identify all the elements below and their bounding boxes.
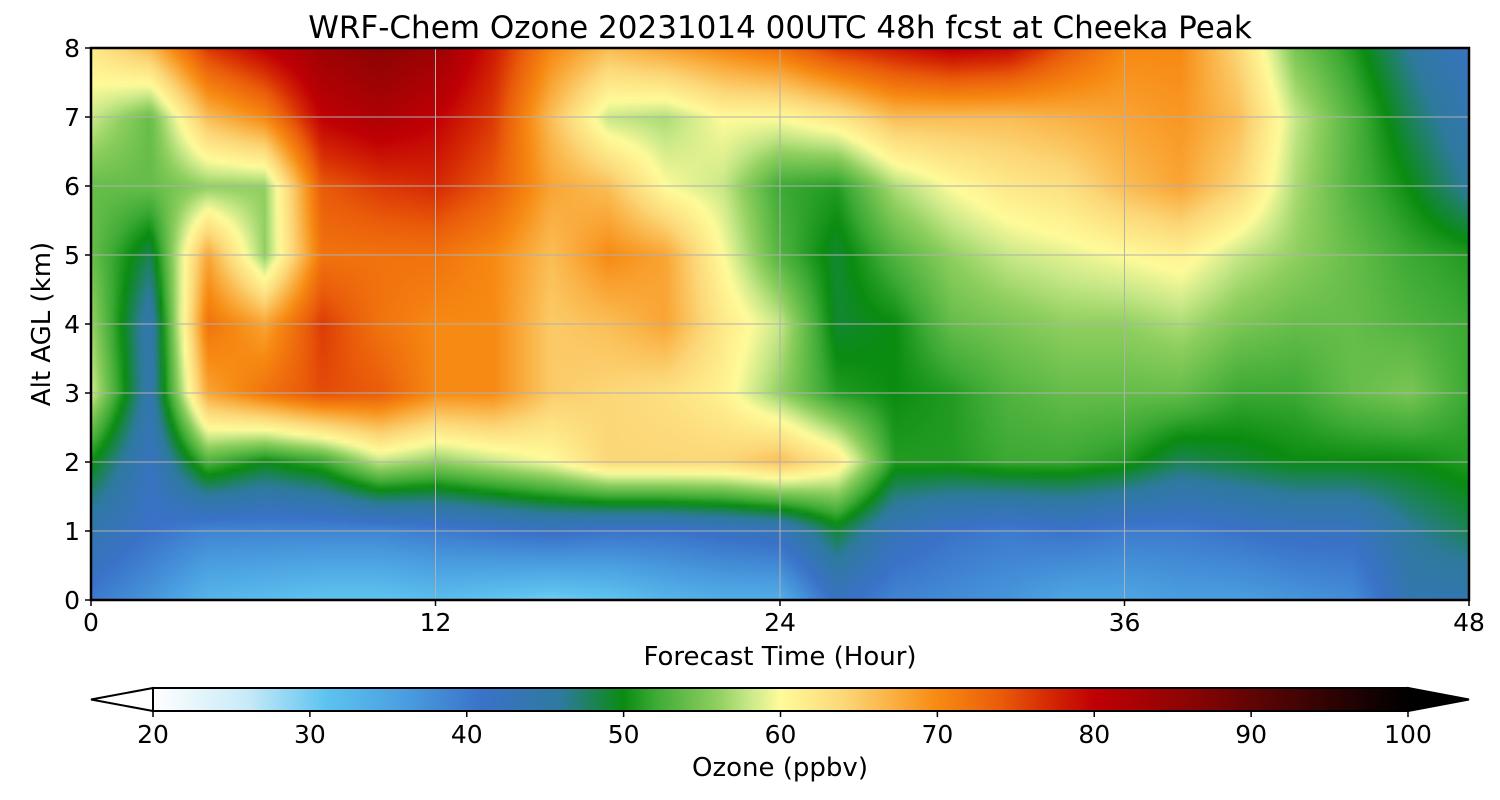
colorbar-tick-label: 30 — [294, 720, 326, 749]
y-axis-ticks: 0 1 2 3 4 5 6 7 8 — [64, 34, 91, 615]
x-tick-label: 12 — [420, 608, 452, 637]
colorbar: 20 30 40 50 60 70 80 90 100 Ozone (ppbv) — [90, 686, 1470, 783]
y-tick-label: 3 — [64, 379, 80, 408]
colorbar-tick-label: 70 — [921, 720, 953, 749]
y-tick-label: 5 — [64, 241, 80, 270]
x-axis-label: Forecast Time (Hour) — [643, 642, 916, 672]
x-tick-label: 0 — [83, 608, 99, 637]
plot-area — [89, 46, 1471, 602]
colorbar-tick-label: 20 — [137, 720, 169, 749]
colorbar-tick-label: 50 — [608, 720, 640, 749]
colorbar-tick-label: 90 — [1235, 720, 1267, 749]
colorbar-tick-label: 40 — [451, 720, 483, 749]
y-tick-label: 8 — [64, 34, 80, 63]
colorbar-over-extension — [1407, 686, 1470, 713]
colorbar-tick-label: 60 — [765, 720, 797, 749]
chart-title: WRF-Chem Ozone 20231014 00UTC 48h fcst a… — [308, 10, 1252, 46]
y-tick-label: 0 — [64, 586, 80, 615]
y-tick-label: 6 — [64, 172, 80, 201]
y-tick-label: 2 — [64, 448, 80, 477]
y-tick-label: 1 — [64, 517, 80, 546]
y-tick-label: 4 — [64, 310, 80, 339]
colorbar-label: Ozone (ppbv) — [692, 753, 868, 783]
x-tick-label: 36 — [1109, 608, 1141, 637]
y-axis-label: Alt AGL (km) — [27, 242, 57, 406]
x-axis-ticks: 0 12 24 36 48 — [83, 600, 1485, 637]
colorbar-gradient — [153, 688, 1408, 711]
y-tick-label: 7 — [64, 103, 80, 132]
colorbar-tick-label: 100 — [1384, 720, 1432, 749]
x-tick-label: 48 — [1453, 608, 1485, 637]
colorbar-tick-label: 80 — [1078, 720, 1110, 749]
x-tick-label: 24 — [764, 608, 796, 637]
colorbar-under-extension — [90, 686, 154, 713]
colorbar-ticks: 20 30 40 50 60 70 80 90 100 — [137, 711, 1432, 749]
